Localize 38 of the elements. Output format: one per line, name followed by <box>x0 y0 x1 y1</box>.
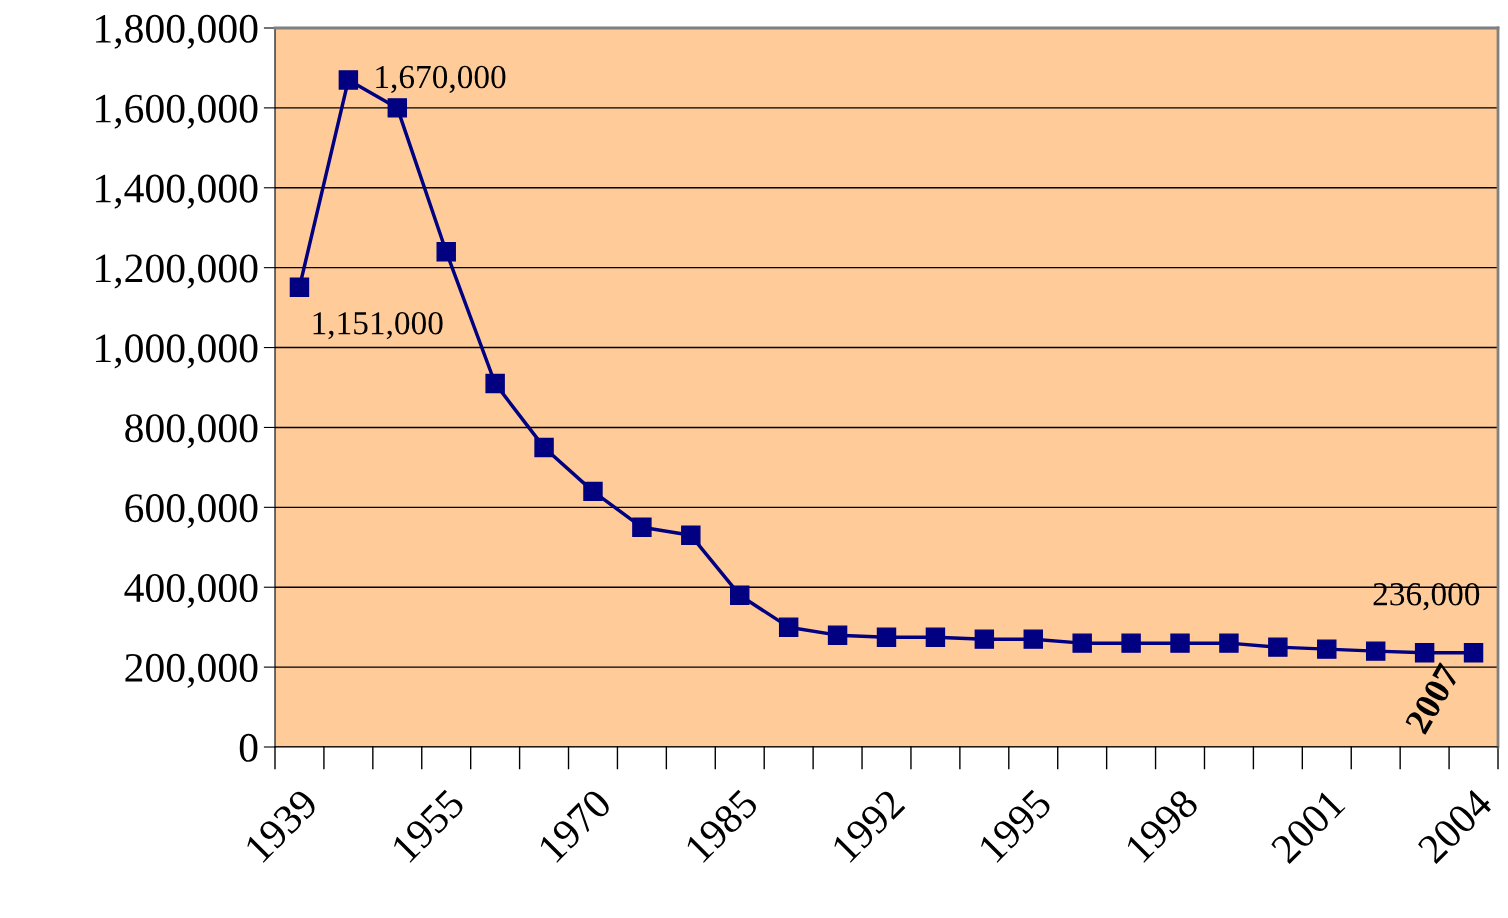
point <box>1121 633 1141 653</box>
y-tick-label: 200,000 <box>125 653 258 688</box>
point <box>338 70 359 90</box>
point <box>876 627 897 647</box>
point <box>1365 641 1386 661</box>
y-tick-label: 800,000 <box>125 414 258 449</box>
point <box>1219 633 1239 653</box>
point <box>632 517 652 538</box>
y-tick-label: 1,400,000 <box>96 174 258 209</box>
point <box>778 617 799 637</box>
point <box>1072 633 1092 653</box>
point <box>289 277 310 297</box>
point <box>1463 643 1484 663</box>
y-tick-label: 1,600,000 <box>96 94 258 129</box>
point <box>1170 633 1190 653</box>
point <box>436 241 456 262</box>
point <box>1023 629 1043 649</box>
point <box>1317 639 1337 659</box>
point <box>730 585 750 605</box>
y-tick-label: 1,000,000 <box>96 334 258 369</box>
point <box>1268 637 1288 657</box>
y-tick-label: 1,800,000 <box>96 14 258 49</box>
y-tick-label: 0 <box>239 733 258 762</box>
y-tick-label: 1,200,000 <box>96 254 258 289</box>
data-label: 1,670,000 <box>376 65 506 94</box>
point <box>485 373 505 394</box>
point <box>583 481 603 502</box>
point <box>387 98 408 118</box>
point <box>974 629 995 649</box>
y-tick-label: 600,000 <box>125 494 258 529</box>
point <box>1414 643 1435 663</box>
point <box>681 525 701 546</box>
data-label: 1,151,000 <box>313 311 443 340</box>
y-tick-label: 400,000 <box>124 573 258 609</box>
point <box>534 437 554 458</box>
point <box>827 625 848 645</box>
point <box>925 627 946 647</box>
data-label: 236,000 <box>1373 583 1480 611</box>
